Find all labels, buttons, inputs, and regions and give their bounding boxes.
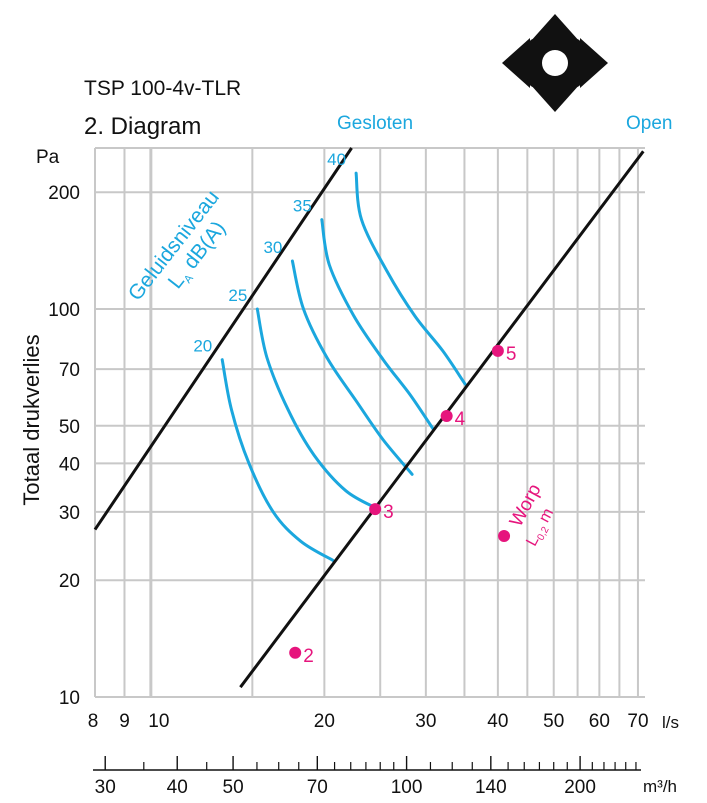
y-tick-label: 40 [59,454,80,475]
secondary-tick-label: 30 [95,777,116,798]
operating-point-label: 3 [383,502,394,523]
sound-curve-label: 20 [193,337,212,356]
grid [94,147,645,698]
x-tick-label: 30 [415,711,436,732]
sound-curve-label: 30 [263,238,282,257]
x-tick-label: 50 [543,711,564,732]
x-tick-label: 9 [119,711,130,732]
legend-closed: Gesloten [337,113,413,134]
secondary-axis-unit: m³/h [643,777,677,796]
secondary-tick-label: 40 [167,777,188,798]
throw-title: Worp [506,481,546,531]
y-tick-label: 30 [59,503,80,524]
y-tick-label: 100 [48,300,80,321]
sound-level-label: Geluidsniveau LAdB(A) [124,186,230,305]
operating-point-label: 4 [455,409,466,430]
sound-curve-label: 40 [327,150,346,169]
x-tick-label: 40 [487,711,508,732]
sound-curve-25 [255,307,380,511]
sound-curve-35 [320,218,435,431]
y-tick-label: 20 [59,571,80,592]
secondary-tick-label: 200 [564,777,596,798]
axes: 10 20 30 40 50 70 100 200 8 9 10 20 30 40 50 60 70 30 40 50… [48,183,648,798]
secondary-tick-label: 70 [307,777,328,798]
x-tick-label: 20 [314,711,335,732]
sound-curve-label: 25 [228,286,247,305]
operating-point-4 [440,409,453,422]
y-axis-title: Totaal drukverlies [19,334,44,505]
operating-point-label: 2 [303,646,314,667]
y-tick-label: 50 [59,417,80,438]
system-line-gesloten [93,147,353,531]
throw-marker-point [498,529,511,542]
sound-curve-40 [354,171,467,386]
operating-point-5 [491,344,504,357]
sound-curve-label: 35 [293,197,312,216]
x-axis-unit: l/s [662,713,679,732]
x-tick-label: 8 [88,711,99,732]
sound-curve-30 [290,259,414,476]
y-unit-label: Pa [36,147,60,168]
y-tick-label: 10 [59,688,80,709]
four-way-arrows-icon [502,14,608,112]
y-tick-label: 70 [59,360,80,381]
x-tick-label: 70 [627,711,648,732]
throw-label: Worp L0,2m [506,481,557,549]
x-tick-label: 60 [589,711,610,732]
x-tick-label: 10 [148,711,169,732]
secondary-tick-label: 50 [223,777,244,798]
y-tick-label: 200 [48,183,80,204]
operating-point-3 [369,503,382,516]
secondary-tick-label: 100 [391,777,423,798]
operating-point-2 [289,646,302,659]
sound-curve-20 [220,358,335,562]
operating-point-label: 5 [506,344,517,365]
sound-curves [220,171,467,562]
secondary-tick-label: 140 [475,777,507,798]
chart-labels: 20 25 30 35 40 2 3 4 5 [193,150,516,667]
legend-open: Open [626,113,672,134]
model-title: TSP 100-4v-TLR [84,77,241,100]
operating-points [289,344,511,659]
diagram-title: 2. Diagram [84,113,201,140]
